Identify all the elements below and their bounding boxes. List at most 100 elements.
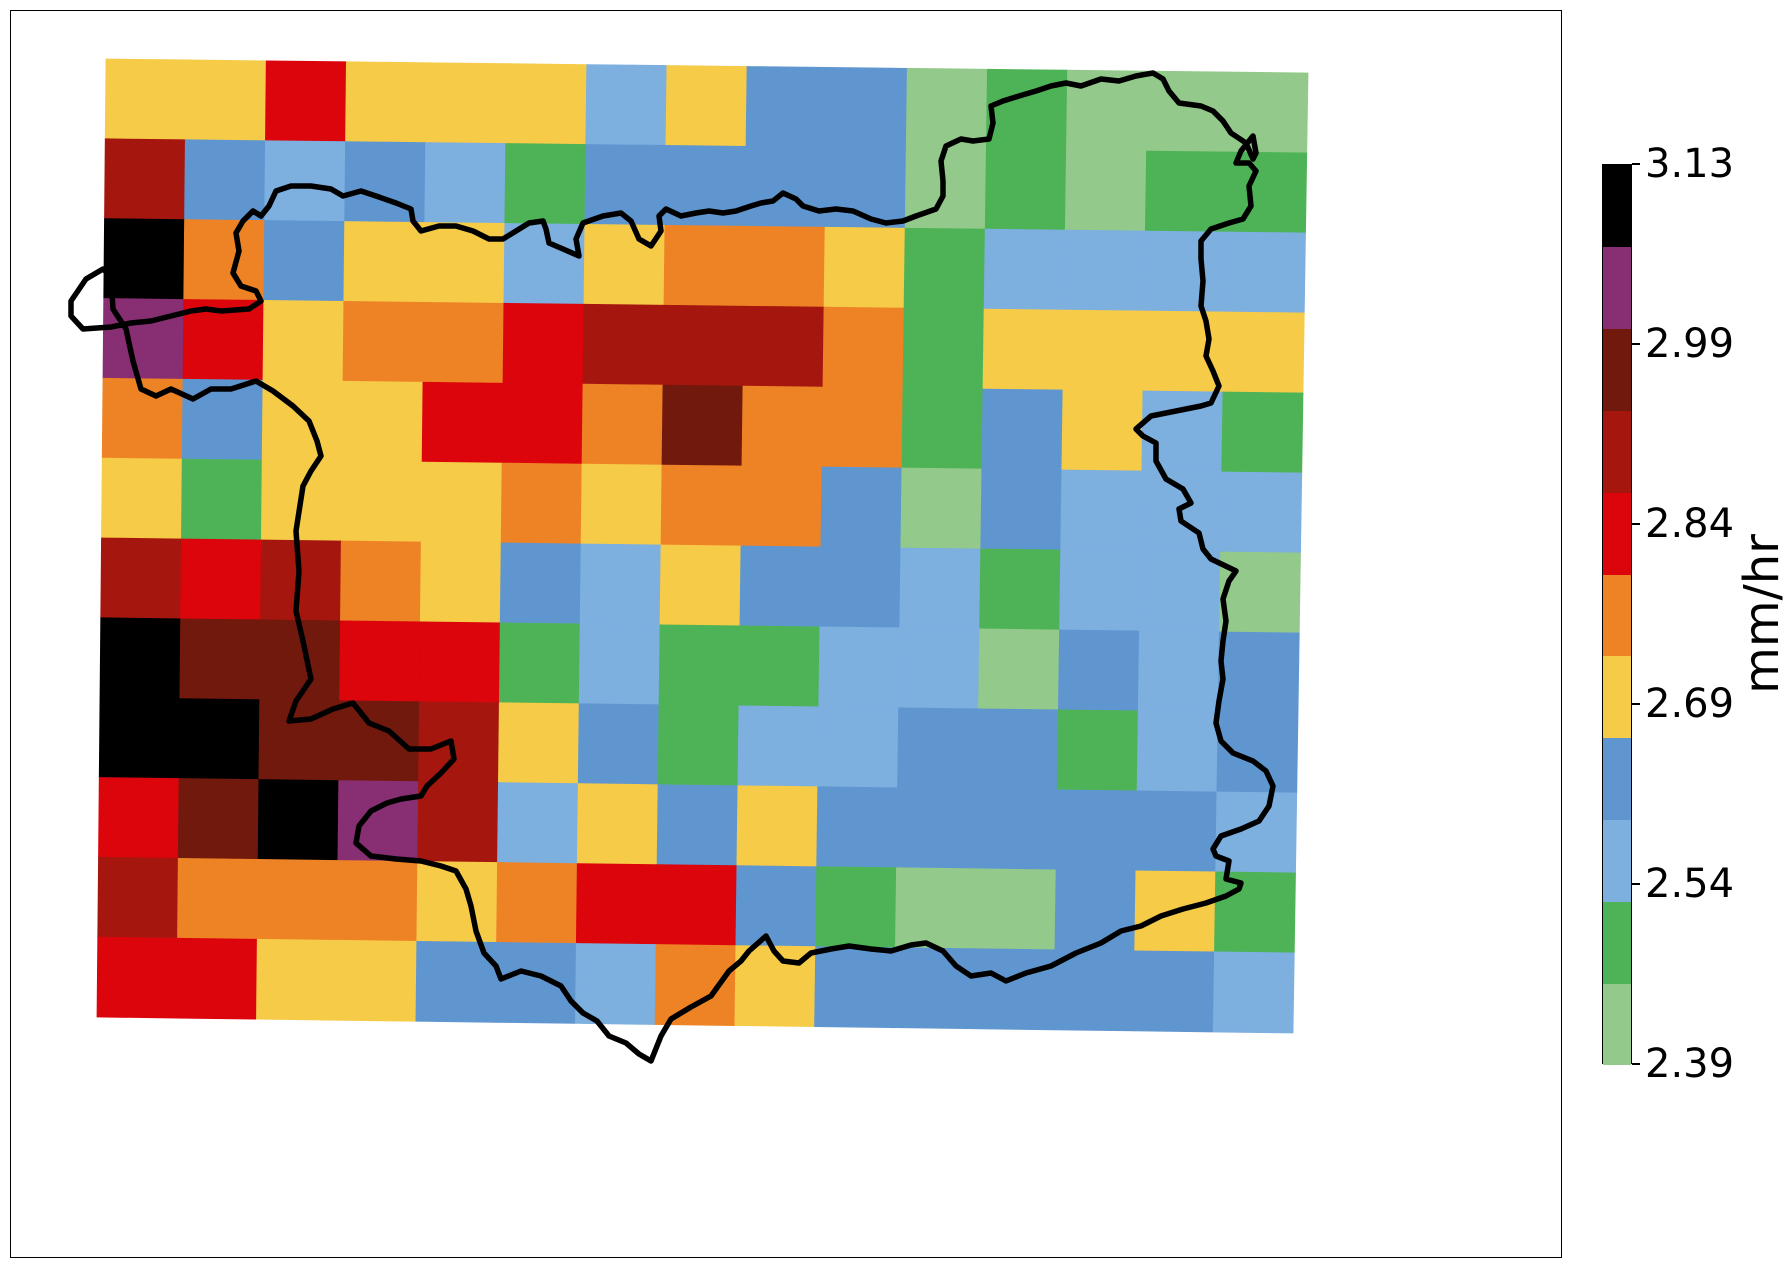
grid-cell xyxy=(337,780,419,862)
grid-cell xyxy=(736,785,819,868)
colorbar-tick xyxy=(1632,523,1640,525)
grid-cell xyxy=(975,788,1058,871)
grid-cell xyxy=(581,383,664,466)
grid-cell xyxy=(583,223,666,306)
grid-cell xyxy=(819,546,902,629)
grid-cell xyxy=(340,460,423,543)
precipitation-grid xyxy=(96,58,1309,1034)
grid-cell xyxy=(1136,710,1219,793)
grid-cell xyxy=(180,538,262,621)
grid-cell xyxy=(743,225,826,308)
grid-cell xyxy=(98,777,180,859)
grid-cell xyxy=(660,464,743,547)
grid-cell xyxy=(980,468,1063,551)
grid-cell xyxy=(665,65,748,147)
grid-cell xyxy=(181,458,263,541)
grid-cell xyxy=(1214,871,1296,954)
colorbar-tick-label: 2.99 xyxy=(1645,321,1735,367)
grid-cell xyxy=(176,937,258,1020)
grid-cell xyxy=(978,628,1060,711)
grid-cell xyxy=(574,943,657,1025)
grid-cell xyxy=(338,700,420,783)
grid-cell xyxy=(663,224,746,307)
colorbar-tick xyxy=(1632,163,1640,165)
grid-cell xyxy=(905,67,988,150)
grid-cell xyxy=(821,386,904,469)
grid-cell xyxy=(177,778,260,860)
grid-cell xyxy=(739,545,822,628)
grid-cell xyxy=(419,621,501,704)
grid-cell xyxy=(661,384,744,467)
grid-cell xyxy=(1220,471,1303,554)
grid-cell xyxy=(575,863,658,945)
colorbar-tick-label: 2.54 xyxy=(1645,861,1735,907)
colorbar-tick-label: 2.39 xyxy=(1645,1041,1735,1087)
grid-cell xyxy=(178,698,261,780)
grid-cell xyxy=(985,68,1069,151)
grid-cell xyxy=(901,387,984,470)
grid-cell xyxy=(500,462,583,545)
grid-cell xyxy=(984,148,1067,231)
grid-cell xyxy=(580,463,663,546)
grid-cell xyxy=(503,223,586,305)
grid-cell xyxy=(816,786,898,869)
grid-cell xyxy=(257,779,340,861)
colorbar-segment xyxy=(1603,574,1631,657)
colorbar-tick xyxy=(1632,883,1640,885)
colorbar-segment xyxy=(1603,165,1631,248)
grid-cell xyxy=(744,145,827,228)
grid-cell xyxy=(184,59,267,142)
grid-cell xyxy=(265,60,347,143)
grid-cell xyxy=(897,707,979,790)
colorbar-segment xyxy=(1603,983,1631,1066)
colorbar-segment xyxy=(1603,492,1631,575)
colorbar-segment xyxy=(1603,655,1631,739)
grid-cell xyxy=(497,782,579,865)
grid-cell xyxy=(577,703,660,786)
grid-cell xyxy=(974,868,1057,951)
grid-cell xyxy=(1222,311,1305,394)
grid-cell xyxy=(899,547,982,630)
grid-cell xyxy=(504,143,587,225)
grid-cell xyxy=(1060,469,1143,552)
grid-cell xyxy=(496,862,578,944)
grid-cell xyxy=(498,702,580,785)
grid-cell xyxy=(973,948,1056,1031)
grid-cell xyxy=(817,706,900,789)
colorbar-tick xyxy=(1632,343,1640,345)
grid-cell xyxy=(1137,630,1220,713)
grid-cell xyxy=(896,787,978,870)
grid-cell xyxy=(256,859,339,941)
colorbar-segment xyxy=(1603,737,1631,821)
grid-cell xyxy=(262,300,345,382)
grid-cell xyxy=(582,303,665,386)
grid-cell xyxy=(98,697,181,779)
grid-cell xyxy=(900,467,983,550)
grid-cell xyxy=(983,228,1066,311)
grid-cell xyxy=(1217,631,1300,714)
grid-cell xyxy=(420,461,503,544)
colorbar-segment xyxy=(1603,410,1631,493)
grid-cell xyxy=(179,618,261,701)
colorbar-unit-label: mm/hr xyxy=(1734,534,1788,694)
grid-cell xyxy=(1055,789,1138,872)
grid-cell xyxy=(735,865,818,948)
grid-cell xyxy=(264,140,346,222)
grid-cell xyxy=(341,380,424,463)
grid-cell xyxy=(423,222,506,304)
grid-cell xyxy=(658,624,741,707)
map-frame xyxy=(10,10,1562,1258)
grid-cell xyxy=(825,66,908,149)
grid-cell xyxy=(1054,869,1137,952)
grid-cell xyxy=(498,622,581,705)
grid-cell xyxy=(822,306,905,389)
grid-cell xyxy=(742,305,825,388)
grid-cell xyxy=(421,381,504,464)
colorbar xyxy=(1602,164,1632,1066)
colorbar-segment xyxy=(1603,819,1631,902)
grid-cell xyxy=(340,540,422,623)
grid-cell xyxy=(977,708,1059,791)
grid-cell xyxy=(982,308,1065,391)
grid-cell xyxy=(740,465,823,548)
grid-cell xyxy=(419,541,502,624)
